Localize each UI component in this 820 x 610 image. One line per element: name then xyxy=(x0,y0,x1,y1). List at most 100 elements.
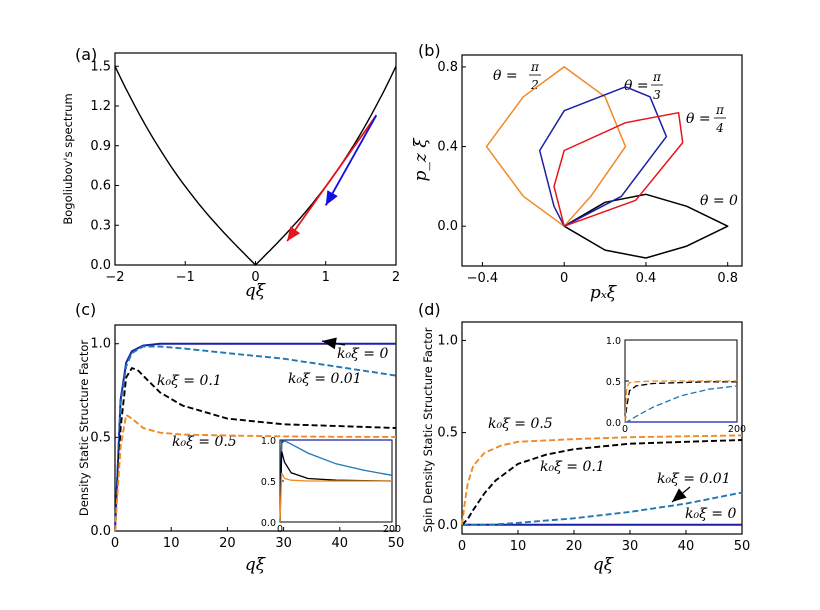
c-annot-k0: k₀ξ = 0 xyxy=(337,346,388,362)
c-inset-xtick-label: 0 xyxy=(277,524,283,535)
d-inset-ytick-label: 0.0 xyxy=(606,418,621,429)
c-inset-ytick-label: 0.0 xyxy=(261,518,276,529)
c-xtick-label: 20 xyxy=(219,536,236,551)
d-annot-arrowhead xyxy=(672,488,687,502)
panel-b-ylabel: p_z ξ xyxy=(411,137,431,182)
b-ytick-label: 0.0 xyxy=(437,219,458,234)
c-inset-series-3 xyxy=(279,472,392,523)
svg-text:π: π xyxy=(530,60,540,74)
a-xtick-label: 0 xyxy=(251,270,259,285)
panel-d: (d) Spin Density Static Structure Factor… xyxy=(418,300,750,575)
c-inset-xtick-label: 200 xyxy=(383,524,401,535)
b-contour-theta-pi2 xyxy=(485,66,627,227)
a-spectrum-line xyxy=(114,65,397,266)
panel-d-ylabel: Spin Density Static Structure Factor xyxy=(421,327,435,532)
d-xtick-label: 0 xyxy=(458,539,466,554)
d-annot-k01: k₀ξ = 0.1 xyxy=(540,459,605,475)
theta-0-annotation: θ = 0 xyxy=(700,193,738,209)
b-contour-theta-pi3 xyxy=(538,86,668,227)
d-ytick-label: 0.0 xyxy=(437,518,458,533)
d-xtick-label: 10 xyxy=(510,539,527,554)
b-xtick-label: 0.8 xyxy=(717,271,738,286)
a-arrow-head-1 xyxy=(325,190,338,206)
d-inset-series-1 xyxy=(625,385,738,423)
a-xtick-label: 2 xyxy=(392,270,400,285)
panel-d-frame xyxy=(461,321,743,535)
c-xtick-label: 10 xyxy=(163,536,180,551)
d-xtick-label: 20 xyxy=(566,539,583,554)
svg-text:3: 3 xyxy=(653,88,661,102)
d-inset-series-3 xyxy=(624,380,737,423)
c-inset-ytick-label: 1.0 xyxy=(261,436,276,447)
c-ytick-label: 0.5 xyxy=(90,430,111,445)
c-series-3 xyxy=(114,413,397,532)
a-xtick-label: −2 xyxy=(105,270,124,285)
b-xtick-label: 0 xyxy=(560,271,568,286)
c-xtick-label: 30 xyxy=(275,536,292,551)
d-annot-k05: k₀ξ = 0.5 xyxy=(488,416,553,432)
panel-b: (b) pₓξ p_z ξ θ = π 2 θ = π 3 θ = π 4 θ … xyxy=(411,41,743,303)
theta-pi3-annotation: θ = π 3 xyxy=(624,70,663,102)
c-xtick-label: 0 xyxy=(111,536,119,551)
d-xtick-label: 50 xyxy=(734,539,751,554)
c-annot-k001: k₀ξ = 0.01 xyxy=(288,371,362,387)
c-annot-k01: k₀ξ = 0.1 xyxy=(157,373,222,389)
a-ytick-label: 0.0 xyxy=(90,258,111,273)
theta-pi4-annotation: θ = π 4 xyxy=(686,103,726,135)
panel-c-xlabel: qξ xyxy=(245,555,267,575)
b-contour-theta-0 xyxy=(563,193,729,259)
panel-a-xlabel: qξ xyxy=(245,281,267,301)
d-ytick-label: 1.0 xyxy=(437,333,458,348)
a-xtick-label: 1 xyxy=(322,270,330,285)
d-inset-ytick-label: 0.5 xyxy=(606,377,621,388)
panel-b-xlabel: pₓξ xyxy=(590,283,618,303)
panel-b-label: (b) xyxy=(418,41,441,60)
c-ytick-label: 1.0 xyxy=(90,337,111,352)
c-inset-series-1 xyxy=(279,440,393,523)
a-xtick-label: −1 xyxy=(176,270,195,285)
panel-a-frame xyxy=(114,52,397,266)
c-xtick-label: 40 xyxy=(332,536,349,551)
panel-c-label: (c) xyxy=(75,300,96,319)
panel-d-label: (d) xyxy=(418,300,441,319)
a-arrow-line-1 xyxy=(324,114,378,206)
a-arrow-line-0 xyxy=(286,114,378,242)
c-annot-k05: k₀ξ = 0.5 xyxy=(172,434,237,450)
b-ytick-label: 0.4 xyxy=(437,140,458,155)
d-series-2 xyxy=(461,439,743,526)
b-xtick-label: −0.4 xyxy=(467,271,499,286)
d-series-3 xyxy=(461,434,743,525)
d-ytick-label: 0.5 xyxy=(437,426,458,441)
panel-a-label: (a) xyxy=(75,45,97,64)
d-inset-xtick-label: 200 xyxy=(728,424,746,435)
svg-text:π: π xyxy=(652,70,662,84)
theta-pi2-annotation: θ = π 2 xyxy=(493,60,541,92)
c-annot-arrowhead xyxy=(322,337,337,350)
panel-c-ylabel: Density Static Structure Factor xyxy=(77,340,91,517)
d-annot-k001: k₀ξ = 0.01 xyxy=(657,471,731,487)
d-xtick-label: 40 xyxy=(678,539,695,554)
a-ytick-label: 0.3 xyxy=(90,218,111,233)
c-xtick-label: 50 xyxy=(388,536,405,551)
panel-a: (a) Bogoliubov's spectrum qξ −2 −1 0 1 2 0.0 0… xyxy=(61,45,400,301)
d-series-1 xyxy=(462,491,743,526)
c-inset-series-0 xyxy=(279,439,392,523)
svg-text:2: 2 xyxy=(530,78,539,92)
b-xtick-label: 0.4 xyxy=(636,271,657,286)
a-arrow-head-0 xyxy=(287,226,301,242)
a-ytick-label: 0.6 xyxy=(90,179,111,194)
c-series-2 xyxy=(114,366,397,532)
c-inset-ytick-label: 0.5 xyxy=(261,477,276,488)
d-xtick-label: 30 xyxy=(622,539,639,554)
panel-c: (c) Density Static Structure Factor qξ k… xyxy=(75,300,404,575)
panel-a-ylabel: Bogoliubov's spectrum xyxy=(61,93,75,224)
c-ytick-label: 0.0 xyxy=(90,524,111,539)
d-inset-series-2 xyxy=(624,381,737,423)
panel-d-xlabel: qξ xyxy=(593,555,615,575)
svg-text:4: 4 xyxy=(715,121,724,135)
a-ytick-label: 0.9 xyxy=(90,139,111,154)
c-series-1 xyxy=(114,345,397,532)
b-ytick-label: 0.8 xyxy=(437,60,458,75)
b-contour-theta-pi4 xyxy=(553,111,684,227)
panel-b-frame xyxy=(461,54,743,267)
